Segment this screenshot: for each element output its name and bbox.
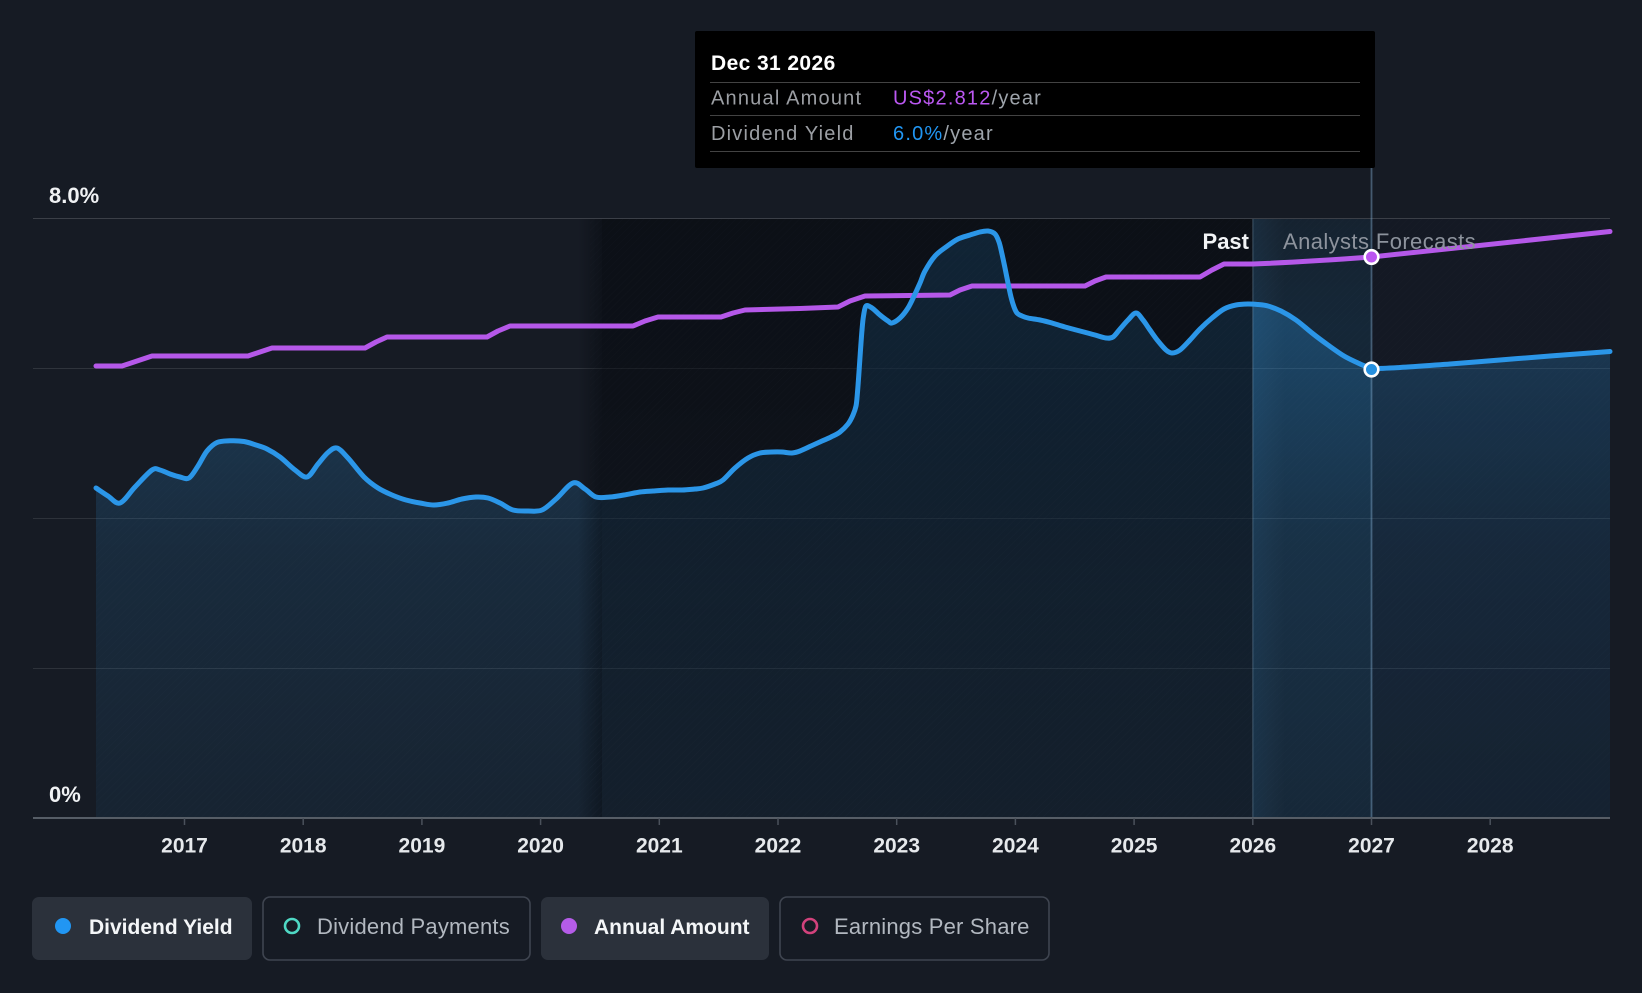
- svg-text:2019: 2019: [399, 835, 446, 858]
- svg-text:2020: 2020: [517, 835, 564, 858]
- svg-text:US$2.812/year: US$2.812/year: [893, 88, 1042, 110]
- svg-text:Annual Amount: Annual Amount: [711, 88, 862, 110]
- svg-text:Dec 31 2026: Dec 31 2026: [711, 52, 836, 75]
- svg-text:2023: 2023: [873, 835, 920, 858]
- svg-text:2022: 2022: [755, 835, 802, 858]
- svg-text:2024: 2024: [992, 835, 1039, 858]
- svg-text:8.0%: 8.0%: [49, 183, 99, 208]
- svg-text:Dividend Yield: Dividend Yield: [711, 123, 855, 145]
- svg-text:Annual Amount: Annual Amount: [594, 916, 750, 939]
- svg-text:0%: 0%: [49, 782, 81, 807]
- svg-text:2026: 2026: [1229, 835, 1276, 858]
- svg-text:Past: Past: [1203, 229, 1250, 254]
- svg-text:2027: 2027: [1348, 835, 1395, 858]
- svg-text:6.0%/year: 6.0%/year: [893, 123, 994, 145]
- svg-text:Analysts Forecasts: Analysts Forecasts: [1283, 229, 1476, 254]
- svg-text:2025: 2025: [1111, 835, 1158, 858]
- svg-text:Dividend Payments: Dividend Payments: [317, 914, 510, 939]
- svg-text:2028: 2028: [1467, 835, 1514, 858]
- svg-text:Earnings Per Share: Earnings Per Share: [834, 914, 1030, 939]
- svg-text:Dividend Yield: Dividend Yield: [89, 916, 233, 939]
- svg-text:2021: 2021: [636, 835, 683, 858]
- svg-text:2017: 2017: [161, 835, 208, 858]
- svg-text:2018: 2018: [280, 835, 327, 858]
